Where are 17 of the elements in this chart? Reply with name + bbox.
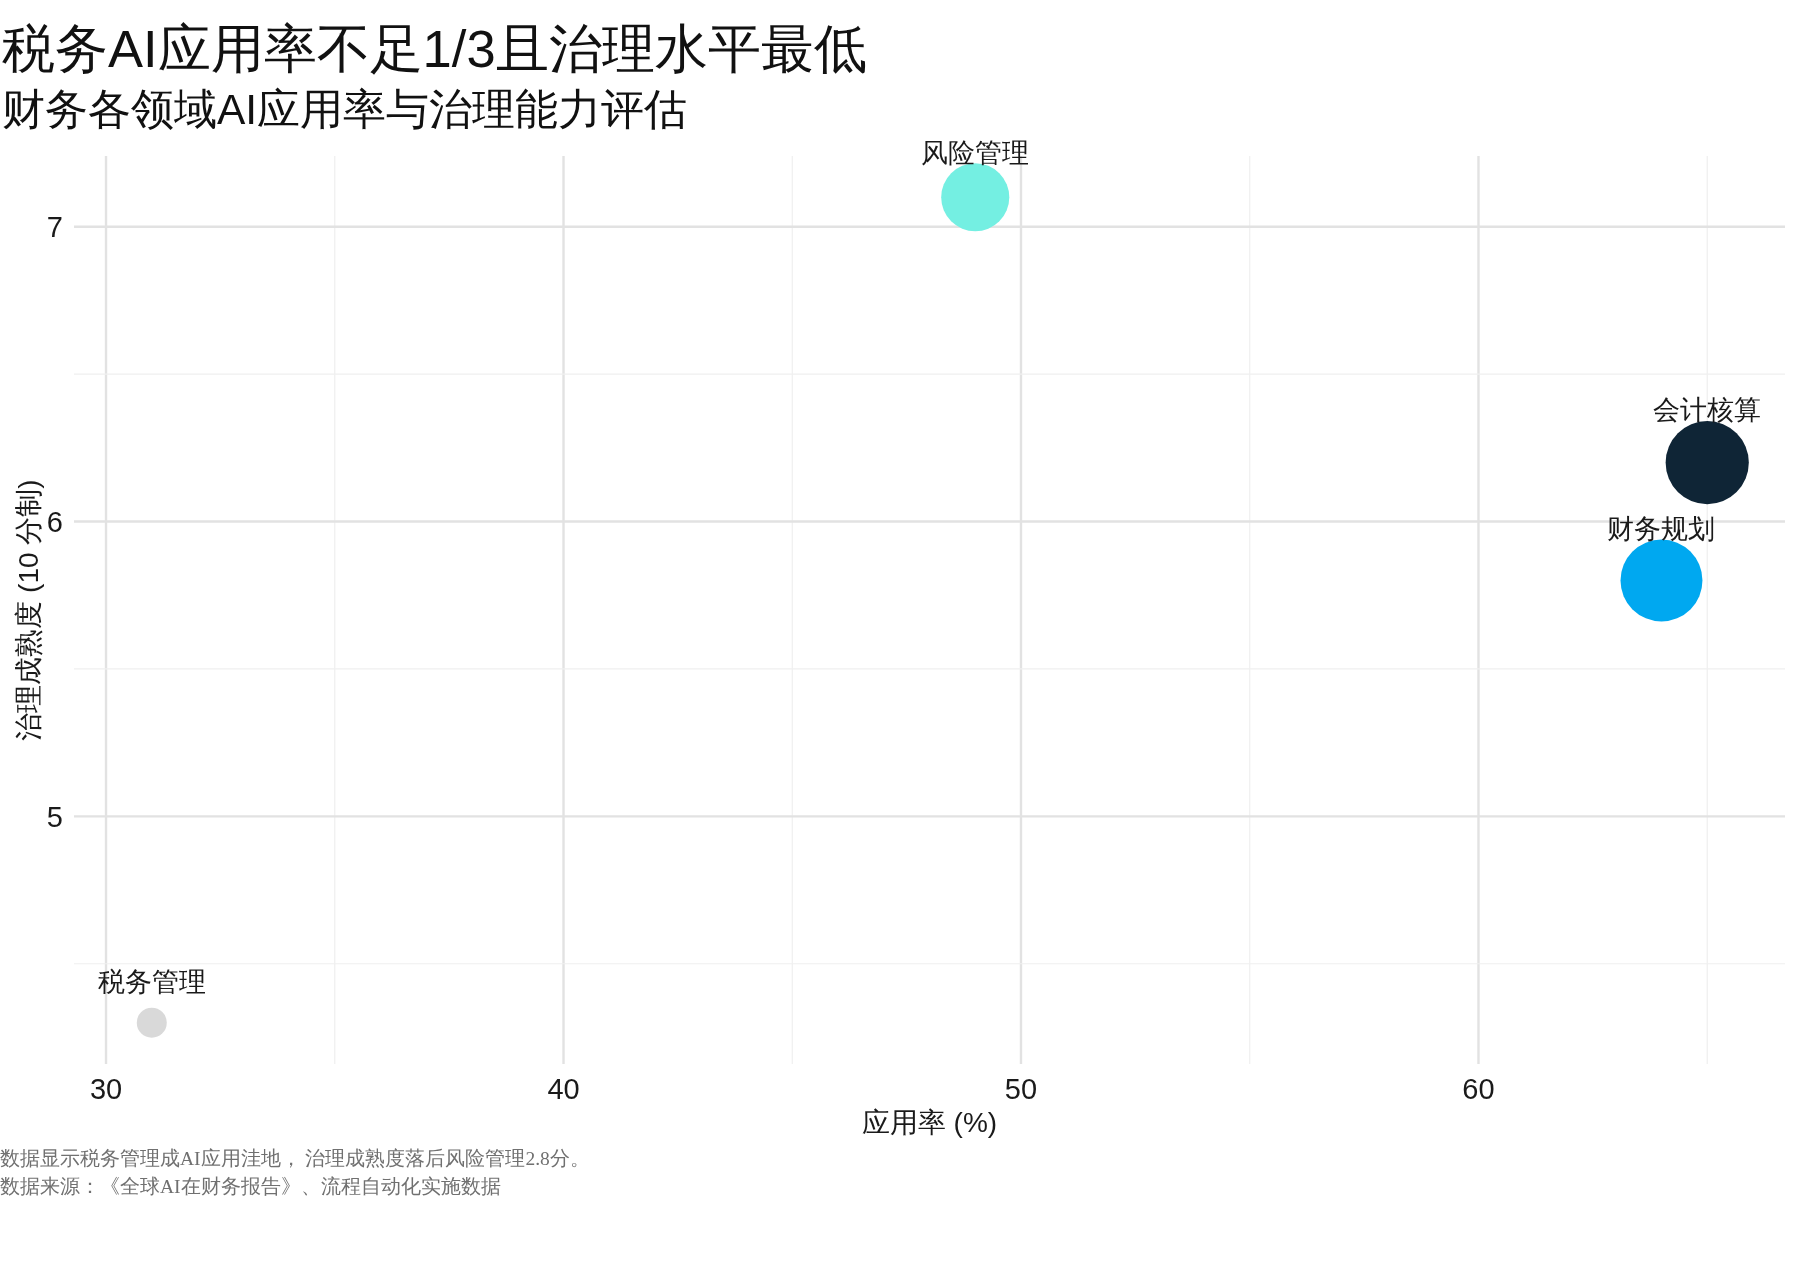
- y-tick: 7: [46, 211, 63, 244]
- x-tick: 40: [547, 1073, 580, 1105]
- y-label: 治理成熟度 (10 分制): [13, 479, 44, 741]
- x-tick: 50: [1004, 1073, 1038, 1105]
- series-name: 风险管理: [921, 137, 1030, 168]
- series-name: 财务规划: [1607, 514, 1716, 545]
- title: 税务AI应用率不足1/3且治理水平最低: [2, 19, 867, 78]
- x-tick: 60: [1462, 1073, 1495, 1105]
- annotation: 数据来源：《全球AI在财务报告》、流程自动化实施数据: [0, 1175, 501, 1197]
- series-name: 会计核算: [1653, 395, 1762, 426]
- y-tick: 5: [46, 800, 63, 833]
- x-tick: 30: [89, 1073, 123, 1105]
- annotation: 数据显示税务管理成AI应用洼地， 治理成熟度落后风险管理2.8分。: [0, 1148, 590, 1169]
- series-name: 税务管理: [97, 966, 206, 997]
- y-tick: 6: [46, 506, 63, 539]
- subtitle: 财务各领域AI应用率与治理能力评估: [2, 86, 688, 133]
- x-label: 应用率 (%): [861, 1107, 998, 1138]
